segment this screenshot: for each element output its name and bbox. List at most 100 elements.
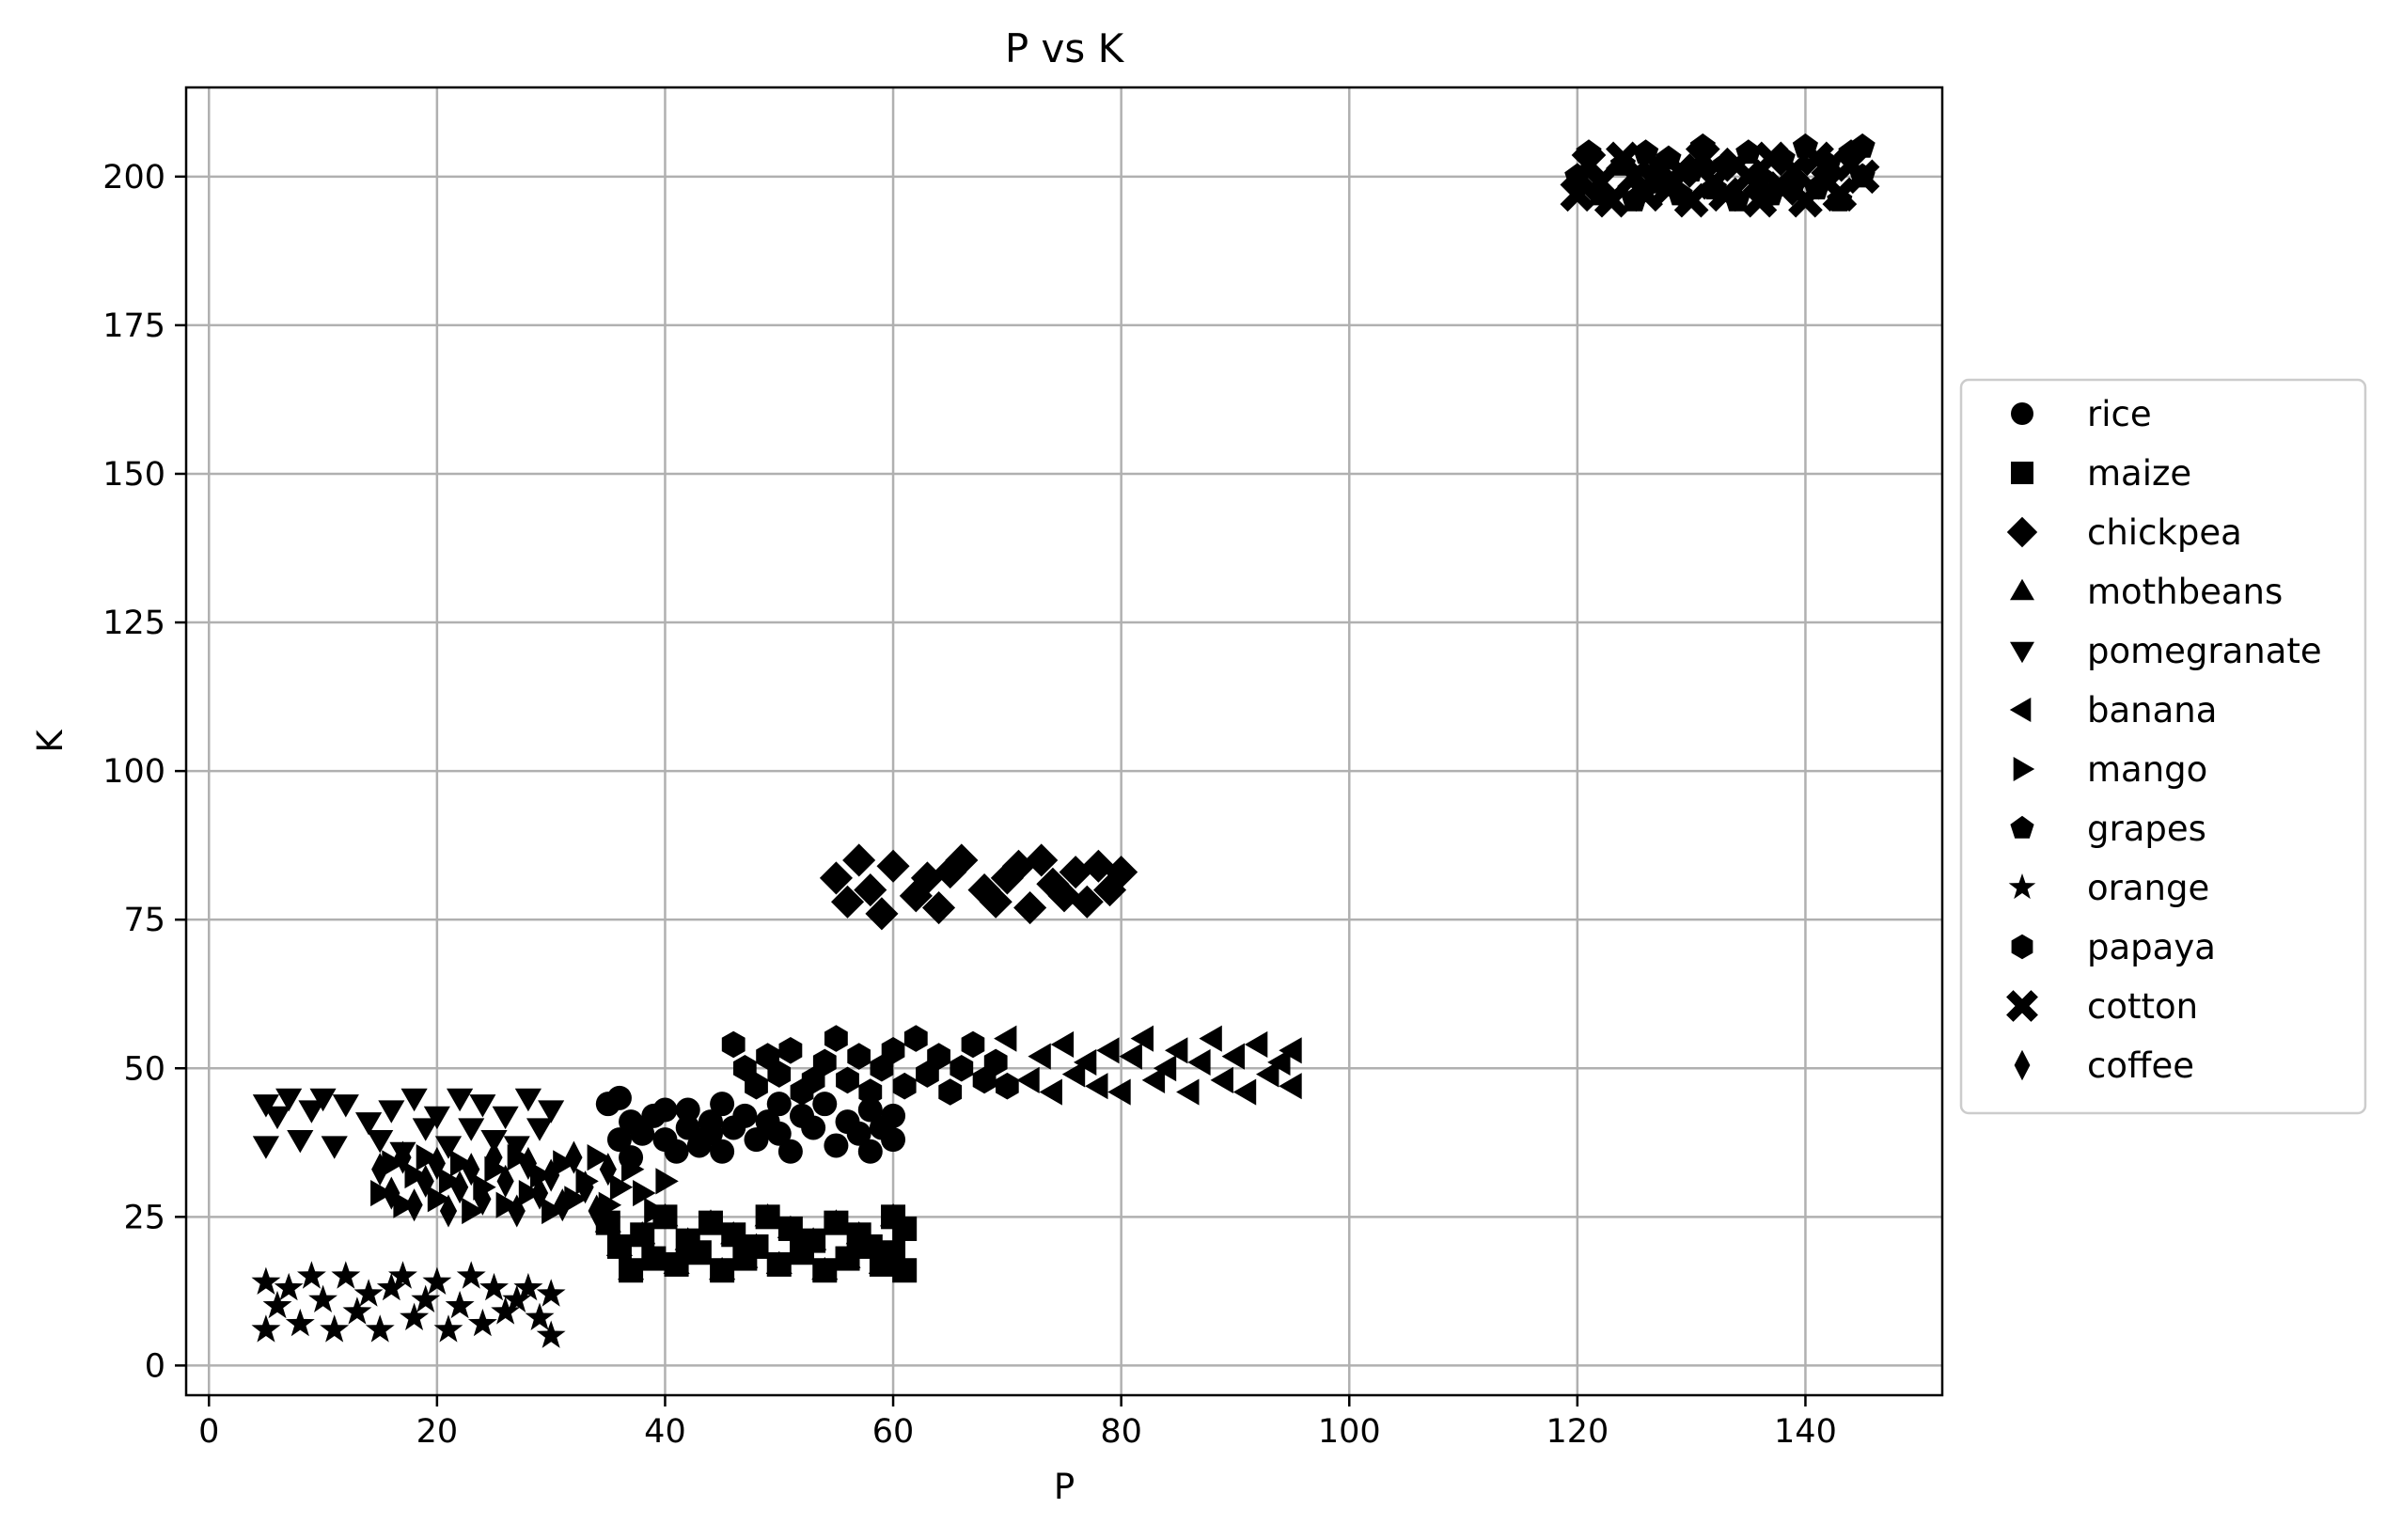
- data-point-mothbeans: [811, 1256, 839, 1281]
- legend-marker-pomegranate: [2010, 641, 2034, 664]
- data-point-orange: [388, 1261, 417, 1289]
- data-point-chickpea: [1059, 856, 1092, 889]
- data-point-mango: [542, 1197, 565, 1225]
- data-point-banana: [1256, 1061, 1279, 1088]
- legend-item-rice: rice: [2011, 394, 2152, 434]
- legend-marker-rice: [2011, 402, 2033, 425]
- data-point-chickpea: [1081, 849, 1115, 883]
- data-point-chickpea: [831, 885, 865, 919]
- data-point-rice: [777, 1139, 803, 1164]
- data-point-chickpea: [1070, 885, 1104, 919]
- legend-marker-maize: [2011, 462, 2033, 484]
- data-point-mango: [633, 1180, 656, 1207]
- legend-marker-chickpea: [2006, 516, 2038, 548]
- data-point-banana: [1107, 1078, 1131, 1106]
- legend-item-orange: orange: [2008, 868, 2209, 908]
- data-point-chickpea: [1013, 891, 1047, 925]
- data-points: [251, 133, 1880, 1348]
- data-point-mothbeans: [605, 1233, 633, 1256]
- data-point-orange: [262, 1290, 292, 1319]
- data-point-orange: [285, 1308, 315, 1337]
- data-point-rice: [744, 1127, 769, 1153]
- data-point-rice: [710, 1139, 735, 1164]
- data-point-pomegranate: [275, 1088, 303, 1112]
- data-point-papaya: [938, 1078, 963, 1106]
- data-point-coffee: [474, 1182, 492, 1216]
- data-point-rice: [652, 1097, 678, 1123]
- x-tick-label: 0: [198, 1413, 219, 1451]
- data-point-rice: [606, 1127, 632, 1153]
- series-papaya: [721, 1025, 1019, 1106]
- data-point-rice: [766, 1092, 792, 1117]
- data-point-rice: [710, 1092, 735, 1117]
- data-point-pomegranate: [458, 1118, 485, 1141]
- data-point-cotton: [1640, 147, 1675, 182]
- data-point-papaya: [916, 1061, 939, 1088]
- data-point-rice: [675, 1097, 700, 1123]
- x-axis-ticks: 0 20 40 60 80 100 120 140: [198, 1395, 1837, 1451]
- data-point-mango: [370, 1180, 394, 1207]
- legend-label: rice: [2087, 394, 2152, 434]
- grid: [186, 87, 1942, 1395]
- data-point-papaya: [745, 1072, 768, 1100]
- data-point-coffee: [463, 1153, 480, 1186]
- legend-item-papaya: papaya: [2011, 927, 2216, 967]
- data-point-banana: [994, 1025, 1017, 1052]
- legend-marker-orange: [2008, 873, 2036, 900]
- data-point-chickpea: [865, 897, 899, 931]
- data-point-mothbeans: [868, 1250, 895, 1274]
- data-point-orange: [433, 1314, 463, 1343]
- data-point-papaya: [996, 1072, 1019, 1100]
- data-point-pomegranate: [538, 1100, 565, 1124]
- x-tick-label: 100: [1318, 1413, 1381, 1451]
- data-point-coffee: [599, 1153, 617, 1186]
- data-point-pomegranate: [503, 1136, 530, 1159]
- data-point-pomegranate: [367, 1130, 394, 1154]
- data-point-mothbeans: [800, 1227, 827, 1250]
- data-point-rice: [766, 1121, 792, 1146]
- data-point-coffee: [405, 1188, 423, 1222]
- data-point-papaya: [847, 1043, 871, 1070]
- data-point-mothbeans: [640, 1245, 667, 1268]
- data-point-orange: [365, 1314, 395, 1343]
- data-point-banana: [1199, 1025, 1222, 1052]
- series-mango: [370, 1144, 679, 1225]
- data-point-papaya: [927, 1043, 950, 1070]
- data-point-orange: [502, 1284, 532, 1312]
- data-point-cotton: [1662, 153, 1698, 188]
- data-point-mothbeans: [743, 1233, 770, 1256]
- data-point-pomegranate: [514, 1088, 542, 1112]
- x-tick-label: 20: [416, 1413, 459, 1451]
- data-point-banana: [1187, 1048, 1211, 1076]
- series-coffee: [371, 1140, 617, 1228]
- data-point-orange: [411, 1284, 441, 1312]
- y-tick-label: 175: [102, 307, 165, 345]
- data-point-mothbeans: [651, 1203, 679, 1227]
- data-point-banana: [1096, 1037, 1120, 1064]
- data-point-banana: [1028, 1043, 1051, 1070]
- data-point-mothbeans: [663, 1250, 690, 1274]
- data-point-mango: [587, 1144, 610, 1171]
- data-point-chickpea: [922, 891, 956, 925]
- data-point-banana: [1061, 1061, 1086, 1088]
- data-point-papaya: [961, 1030, 985, 1059]
- data-point-papaya: [721, 1030, 746, 1059]
- data-point-mothbeans: [674, 1227, 701, 1250]
- data-point-coffee: [554, 1188, 572, 1222]
- legend-item-chickpea: chickpea: [2006, 512, 2242, 553]
- legend-label: mothbeans: [2087, 572, 2283, 612]
- data-point-orange: [274, 1272, 304, 1301]
- data-point-coffee: [565, 1140, 583, 1174]
- data-point-mothbeans: [618, 1256, 645, 1281]
- data-point-mothbeans: [629, 1221, 656, 1245]
- legend-item-grapes: grapes: [2010, 809, 2206, 849]
- data-point-chickpea: [979, 885, 1012, 919]
- data-point-orange: [297, 1261, 326, 1289]
- data-point-banana: [1165, 1037, 1188, 1064]
- y-axis-label: K: [30, 729, 71, 753]
- data-point-papaya: [983, 1048, 1008, 1076]
- data-point-pomegranate: [423, 1106, 450, 1130]
- y-tick-label: 25: [123, 1199, 165, 1236]
- data-point-papaya: [858, 1078, 883, 1106]
